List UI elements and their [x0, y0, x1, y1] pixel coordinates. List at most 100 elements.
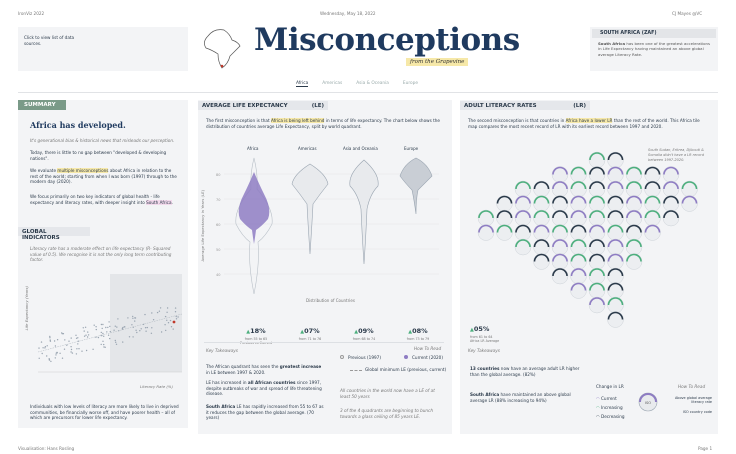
- country-tile[interactable]: [662, 180, 680, 198]
- country-tile[interactable]: [551, 238, 569, 256]
- tab-americas[interactable]: Americas: [322, 81, 343, 86]
- country-tile[interactable]: [533, 180, 550, 198]
- scatter-point: [82, 327, 84, 329]
- country-tile[interactable]: [570, 180, 587, 198]
- country-tile[interactable]: [496, 209, 513, 227]
- country-tile[interactable]: [607, 282, 624, 299]
- country-tile[interactable]: [607, 180, 624, 198]
- country-tile[interactable]: [514, 224, 532, 241]
- country-tile[interactable]: [662, 166, 680, 183]
- country-tile[interactable]: [477, 224, 495, 241]
- country-tile[interactable]: [533, 209, 550, 227]
- scatter-point: [146, 326, 148, 329]
- country-tile[interactable]: [570, 166, 587, 183]
- country-tile[interactable]: [551, 224, 569, 241]
- country-tile[interactable]: [551, 180, 569, 198]
- country-tile[interactable]: [625, 180, 643, 198]
- country-tile[interactable]: [607, 151, 624, 169]
- country-tile[interactable]: [496, 224, 513, 241]
- country-tile[interactable]: [662, 195, 680, 212]
- lit-howto: How To Read: [678, 384, 706, 389]
- country-tile[interactable]: [681, 195, 698, 212]
- country-tile[interactable]: [496, 195, 513, 212]
- country-tile[interactable]: [588, 195, 606, 212]
- country-tile[interactable]: [588, 296, 606, 314]
- country-tile[interactable]: [533, 195, 550, 212]
- tab-asia-oceania[interactable]: Asia & Oceania: [356, 81, 389, 86]
- country-tile[interactable]: [588, 253, 606, 270]
- country-tile[interactable]: [551, 209, 569, 227]
- country-tile[interactable]: [607, 296, 624, 314]
- country-tile[interactable]: [588, 238, 606, 256]
- tile-arc: [626, 253, 642, 262]
- country-tile[interactable]: [570, 253, 587, 270]
- tab-europe[interactable]: Europe: [402, 81, 419, 86]
- country-tile[interactable]: [477, 209, 495, 227]
- country-tile[interactable]: [644, 180, 661, 198]
- country-tile[interactable]: [551, 267, 569, 285]
- country-tile[interactable]: [625, 195, 643, 212]
- country-tile[interactable]: [570, 282, 587, 299]
- global-label: GLOBAL INDICATORS: [18, 227, 90, 241]
- country-tile[interactable]: [681, 180, 698, 198]
- legend-tile-iso: ISO: [645, 401, 651, 405]
- country-tile[interactable]: [551, 253, 569, 270]
- country-tile[interactable]: [588, 166, 606, 183]
- country-tile[interactable]: [607, 238, 624, 256]
- country-tile[interactable]: [625, 209, 643, 227]
- tile-arc: [607, 268, 624, 277]
- scatter-point: [100, 343, 102, 346]
- violin-asia: [349, 159, 379, 265]
- country-tile[interactable]: [533, 238, 550, 256]
- country-tile[interactable]: [551, 166, 569, 183]
- country-tile[interactable]: [533, 253, 550, 270]
- country-tile[interactable]: [644, 166, 661, 183]
- scatter-point: [122, 341, 124, 343]
- country-tile[interactable]: [570, 238, 587, 256]
- life-panel: [198, 100, 452, 434]
- country-tile[interactable]: [662, 209, 680, 227]
- country-tile[interactable]: [607, 253, 624, 270]
- tab-africa[interactable]: Africa: [296, 81, 309, 87]
- country-tile[interactable]: [570, 195, 587, 212]
- country-tile[interactable]: [588, 282, 606, 299]
- country-tile[interactable]: [588, 209, 606, 227]
- scatter-point: [77, 343, 79, 345]
- country-tile[interactable]: [644, 224, 661, 241]
- country-tile[interactable]: [625, 238, 643, 256]
- country-tile[interactable]: [514, 209, 532, 227]
- country-tile[interactable]: [625, 253, 643, 270]
- sources-link[interactable]: Click to view list of data sources.: [18, 27, 188, 71]
- country-tile[interactable]: [570, 224, 587, 241]
- country-tile[interactable]: [644, 209, 661, 227]
- country-tile[interactable]: [607, 224, 624, 241]
- country-tile[interactable]: [625, 166, 643, 183]
- country-tile[interactable]: [625, 224, 643, 241]
- tile-arc: [607, 239, 624, 248]
- country-tile[interactable]: [607, 311, 624, 328]
- tile-arc: [552, 210, 568, 219]
- country-tile[interactable]: [588, 267, 606, 285]
- scatter-point: [152, 319, 155, 321]
- country-tile[interactable]: [644, 195, 661, 212]
- country-tile[interactable]: [514, 238, 532, 256]
- country-tile[interactable]: [607, 267, 624, 285]
- country-tile[interactable]: [514, 195, 532, 212]
- country-tile[interactable]: [514, 180, 532, 198]
- country-tile[interactable]: [570, 209, 587, 227]
- country-tile[interactable]: [570, 267, 587, 285]
- country-tile[interactable]: [607, 166, 624, 183]
- country-tile[interactable]: [588, 180, 606, 198]
- scatter-point: [70, 337, 72, 339]
- scatter-point: [70, 348, 73, 351]
- scatter-point: [131, 324, 133, 326]
- life-t1-c: in LE between 1997 & 2020.: [206, 369, 266, 375]
- country-tile[interactable]: [533, 224, 550, 241]
- country-tile[interactable]: [588, 151, 606, 169]
- country-tile[interactable]: [588, 224, 606, 241]
- country-tile[interactable]: [551, 195, 569, 212]
- country-tile[interactable]: [607, 209, 624, 227]
- lit-read-2: ISO country code: [682, 410, 712, 414]
- country-tile[interactable]: [607, 195, 624, 212]
- lit-stat-sub2: Africa LR Average: [470, 339, 500, 343]
